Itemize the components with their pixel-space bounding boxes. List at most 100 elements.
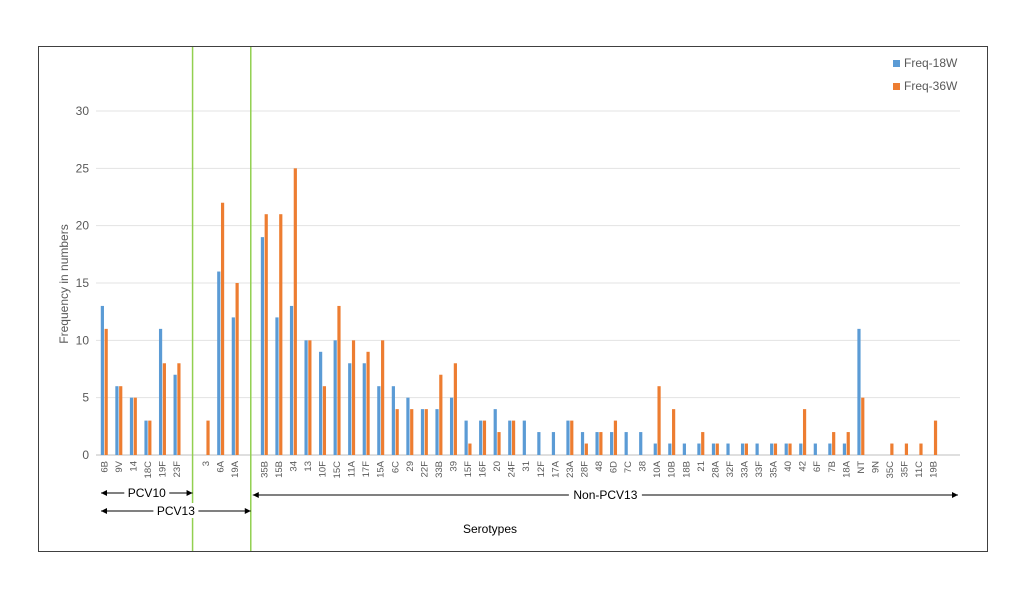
bar-freq-36w xyxy=(584,443,588,455)
x-tick-label: 38 xyxy=(638,461,649,472)
y-tick-labels: 0 5 10 15 20 25 30 xyxy=(76,104,90,462)
annotation-label: PCV10 xyxy=(128,486,166,500)
x-tick-label: 7C xyxy=(623,461,634,473)
bar-freq-36w xyxy=(904,443,909,455)
bar-freq-18w xyxy=(333,340,337,455)
x-tick-label: 6F xyxy=(812,461,823,472)
y-axis-label: Frequency in numbers xyxy=(57,224,71,343)
bar-freq-36w xyxy=(657,386,661,455)
bar-freq-18w xyxy=(493,409,497,455)
bar-freq-36w xyxy=(919,443,923,455)
chart-frame xyxy=(38,46,988,552)
x-tick-label: 15C xyxy=(332,461,343,479)
legend-label: Freq-18W xyxy=(904,56,958,70)
x-tick-label: 48 xyxy=(594,461,605,472)
bar-freq-36w xyxy=(351,340,356,455)
x-tick-label: 10B xyxy=(667,461,678,478)
x-tick-label: 17A xyxy=(550,460,561,478)
bar-freq-36w xyxy=(133,397,137,455)
bar-freq-18w xyxy=(479,420,483,455)
bar-freq-36w xyxy=(264,214,268,455)
bar-freq-36w xyxy=(424,409,428,455)
y-tick-label: 5 xyxy=(82,391,89,405)
annotation-label: PCV13 xyxy=(157,504,195,518)
x-tick-label: NT xyxy=(856,461,867,474)
bar-freq-36w xyxy=(220,202,225,455)
bar-freq-36w xyxy=(482,420,487,455)
bar-freq-36w xyxy=(744,443,748,455)
bar-freq-18w xyxy=(711,443,716,455)
x-tick-label: 34 xyxy=(288,461,299,472)
arrowhead-left xyxy=(252,492,259,498)
x-tick-label: 14 xyxy=(128,461,139,472)
bar-freq-18w xyxy=(508,420,512,455)
bar-freq-18w xyxy=(813,443,817,455)
bar-freq-36w xyxy=(933,420,938,455)
bar-freq-36w xyxy=(715,443,719,455)
bar-freq-18w xyxy=(799,443,803,455)
x-tick-label: 35F xyxy=(900,461,911,478)
x-tick-label: 6C xyxy=(390,461,401,473)
bar-freq-36w xyxy=(861,397,865,455)
bar-freq-36w xyxy=(337,305,341,455)
x-tick-label: 6B xyxy=(99,461,110,473)
bar-freq-18w xyxy=(697,443,701,455)
y-tick-label: 15 xyxy=(76,276,90,290)
bar-freq-36w xyxy=(599,432,603,455)
bar-freq-18w xyxy=(420,409,425,455)
x-tick-label: 10F xyxy=(318,461,329,478)
group-separators xyxy=(191,47,252,551)
bar-freq-36w xyxy=(701,432,705,455)
bar-freq-18w xyxy=(639,432,643,455)
x-tick-label: 3 xyxy=(201,461,212,466)
bar-freq-18w xyxy=(289,305,294,455)
bar-freq-18w xyxy=(770,443,774,455)
bar-freq-18w xyxy=(100,305,104,455)
bar-freq-36w xyxy=(832,432,836,455)
bar-freq-36w xyxy=(570,420,574,455)
bar-freq-36w xyxy=(322,386,327,455)
x-tick-label: 32F xyxy=(725,461,736,478)
bar-freq-18w xyxy=(668,443,672,455)
x-tick-label: 28F xyxy=(579,461,590,478)
bar-freq-18w xyxy=(348,363,352,455)
x-tick-label: 35B xyxy=(259,461,270,478)
x-tick-label: 24F xyxy=(507,461,518,478)
annotation-label: Non-PCV13 xyxy=(573,488,637,502)
bar-freq-18w xyxy=(828,443,832,455)
x-tick-label: 35C xyxy=(885,461,896,479)
x-tick-label: 33F xyxy=(754,461,765,478)
bar-freq-18w xyxy=(362,363,366,455)
bar-freq-18w xyxy=(464,420,468,455)
bar-freq-18w xyxy=(624,432,628,455)
bar-freq-18w xyxy=(610,432,614,455)
bar-freq-18w xyxy=(391,386,395,455)
bar-freq-18w xyxy=(217,271,221,455)
bar-freq-36w xyxy=(366,351,370,455)
x-tick-label: 19F xyxy=(157,461,168,478)
bar-freq-36w xyxy=(453,363,457,455)
x-tick-label: 19A xyxy=(230,460,241,478)
bar-freq-36w xyxy=(410,409,414,455)
bar-freq-36w xyxy=(890,443,894,455)
x-tick-label: 16F xyxy=(478,461,489,478)
bar-freq-36w xyxy=(395,409,399,455)
x-tick-label: 18A xyxy=(841,460,852,478)
x-tick-label: 23A xyxy=(565,460,576,478)
bar-freq-18w xyxy=(726,443,730,455)
bar-freq-18w xyxy=(842,443,847,455)
arrowhead-left xyxy=(101,490,107,496)
bar-freq-36w xyxy=(613,420,618,455)
bar-freq-36w xyxy=(293,168,297,456)
x-tick-label: 7B xyxy=(827,461,838,473)
x-tick-label: 42 xyxy=(798,461,809,472)
legend-swatch xyxy=(893,83,900,90)
x-tick-label: 15A xyxy=(376,460,387,478)
bar-freq-36w xyxy=(119,386,123,455)
x-tick-label: 21 xyxy=(696,461,707,472)
bar-freq-18w xyxy=(653,443,657,455)
bar-freq-36w xyxy=(162,363,166,455)
y-tick-label: 10 xyxy=(76,333,90,347)
